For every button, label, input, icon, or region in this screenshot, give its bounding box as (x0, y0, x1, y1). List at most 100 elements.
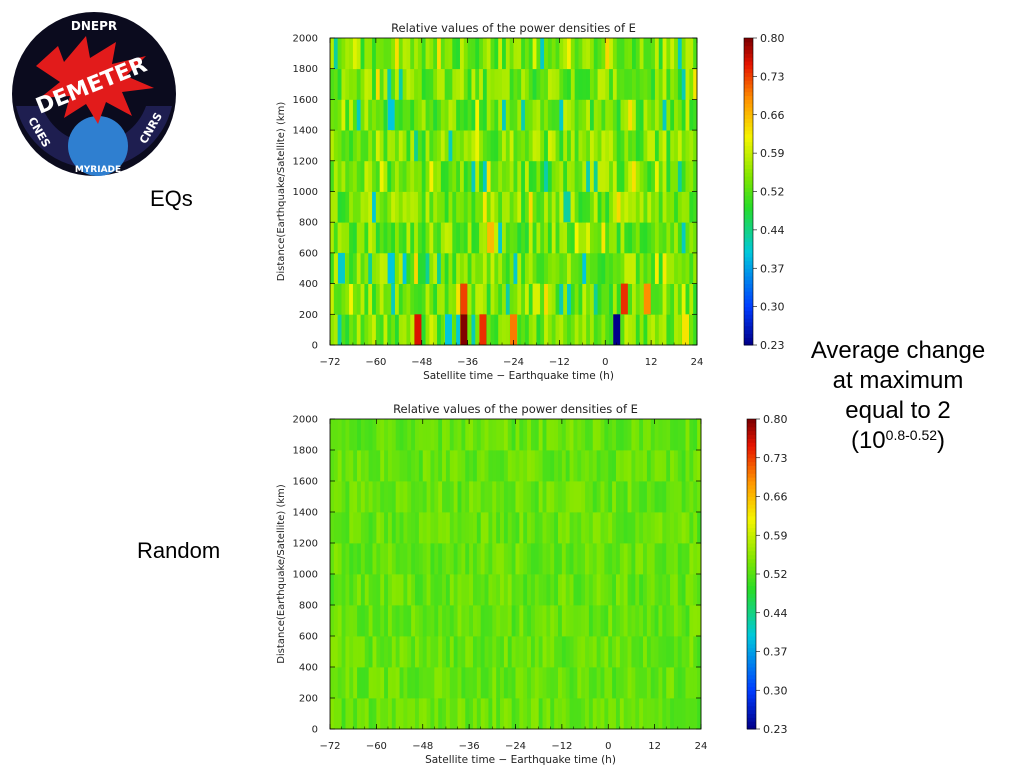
heatmap-cell (488, 419, 493, 451)
colorbar-tick-label: 0.80 (760, 32, 785, 45)
heatmap-cell (425, 191, 430, 223)
heatmap-cell (349, 283, 354, 315)
x-tick-label: −60 (365, 357, 386, 368)
heatmap-cell (609, 222, 614, 254)
heatmap-cell (662, 68, 667, 100)
heatmap-cell (503, 450, 509, 482)
heatmap-cell (498, 160, 503, 192)
heatmap-cell (673, 698, 679, 730)
heatmap-cell (670, 512, 675, 544)
heatmap-hotspot (414, 314, 422, 345)
heatmap-cell (639, 605, 644, 637)
heatmap-cell (596, 574, 601, 606)
heatmap-cell (589, 68, 595, 100)
heatmap-cell (471, 283, 476, 315)
colorbar-segment (747, 546, 756, 552)
heatmap-cell (689, 543, 694, 575)
heatmap-cell (677, 450, 683, 482)
heatmap-cell (654, 667, 659, 699)
heatmap-cell (438, 605, 443, 637)
heatmap-cell (666, 252, 671, 284)
heatmap-cell (480, 450, 485, 482)
heatmap-cell (360, 667, 366, 699)
heatmap-cell (628, 283, 633, 315)
heatmap-cell (471, 99, 476, 131)
y-tick-label: 1200 (293, 539, 318, 550)
heatmap-cell (570, 68, 576, 100)
heatmap-cell (597, 38, 602, 70)
heatmap-cell (391, 450, 397, 482)
heatmap-cell (395, 574, 400, 606)
heatmap-cell (677, 543, 683, 575)
heatmap-cell (578, 160, 583, 192)
heatmap-cell (601, 191, 606, 223)
heatmap-cell (677, 605, 683, 637)
heatmap-cell (558, 512, 563, 544)
heatmap-cell (482, 222, 488, 254)
heatmap-cell (534, 512, 540, 544)
heatmap-cell (670, 283, 675, 315)
heatmap-cell (402, 191, 407, 223)
heatmap-cell (593, 191, 598, 223)
heatmap-cell (624, 99, 629, 131)
heatmap-cell (337, 99, 342, 131)
colorbar-segment (744, 325, 753, 331)
heatmap-cell (689, 605, 694, 637)
heatmap-cell (635, 574, 640, 606)
heatmap-cell (418, 450, 424, 482)
y-tick-label: 1800 (293, 446, 318, 457)
heatmap-cell (379, 38, 384, 70)
heatmap-cell (592, 698, 598, 730)
heatmap-cell (639, 283, 644, 315)
heatmap-cell (515, 574, 520, 606)
heatmap-cell (444, 99, 449, 131)
heatmap-cell (654, 481, 659, 513)
heatmap-cell (624, 130, 629, 162)
heatmap-cell (604, 605, 609, 637)
heatmap-cell (398, 191, 404, 223)
heatmap-cell (360, 222, 365, 254)
heatmap-cell (596, 450, 601, 482)
heatmap-cell (411, 636, 416, 668)
heatmap-hotspot (682, 314, 690, 345)
heatmap-cell (513, 191, 518, 223)
heatmap-cell (555, 160, 560, 192)
heatmap-cell (360, 283, 365, 315)
heatmap-cell (345, 543, 350, 575)
colorbar-segment (747, 484, 756, 490)
heatmap-cell (486, 38, 491, 70)
heatmap-cell (353, 574, 358, 606)
heatmap-cell (422, 636, 428, 668)
heatmap-cell (471, 191, 476, 223)
heatmap-cell (596, 698, 601, 730)
heatmap-cell (417, 191, 423, 223)
heatmap-cell (627, 636, 632, 668)
heatmap-cell (391, 68, 396, 100)
heatmap-cell (357, 698, 362, 730)
heatmap-cell (368, 574, 373, 606)
heatmap-cell (364, 667, 370, 699)
heatmap-cell (542, 543, 547, 575)
heatmap-cell (403, 481, 408, 513)
heatmap-cell (604, 698, 609, 730)
heatmap-cell (528, 68, 534, 100)
heatmap-cell (467, 252, 472, 284)
heatmap-cell (643, 512, 648, 544)
heatmap-hotspot (620, 283, 628, 315)
heatmap-cell (509, 222, 514, 254)
heatmap-cell (387, 605, 393, 637)
heatmap-cell (674, 130, 679, 162)
heatmap-cell (624, 68, 629, 100)
heatmap-cell (619, 481, 625, 513)
heatmap-cell (608, 481, 613, 513)
heatmap-cell (467, 160, 472, 192)
heatmap-cell (500, 543, 505, 575)
heatmap-cell (402, 99, 407, 131)
heatmap-cell (689, 667, 694, 699)
heatmap-cell (429, 252, 434, 284)
heatmap-cell (674, 252, 679, 284)
heatmap-cell (650, 481, 656, 513)
heatmap-cell (364, 512, 370, 544)
heatmap-cell (693, 512, 698, 544)
x-tick-label: −24 (503, 357, 524, 368)
